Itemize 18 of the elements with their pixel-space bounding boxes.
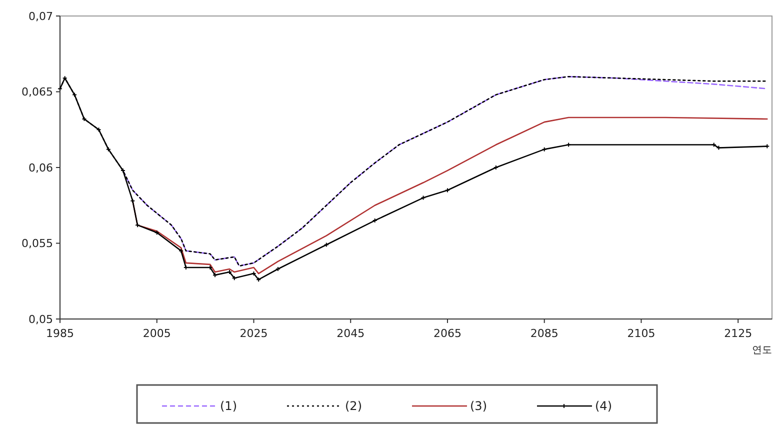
- x-tick-label: 2125: [724, 327, 752, 340]
- x-tick-label: 2005: [142, 327, 171, 340]
- x-tick-label: 1985: [46, 327, 74, 340]
- legend-label: (2): [345, 399, 362, 414]
- x-tick-label: 2045: [336, 327, 365, 340]
- y-tick-label: 0,07: [28, 10, 53, 23]
- x-tick-label: 2085: [530, 327, 558, 340]
- x-tick-label: 2025: [240, 327, 268, 340]
- y-tick-label: 0,055: [22, 237, 53, 250]
- y-tick-label: 0,06: [28, 161, 53, 174]
- x-tick-label: 2065: [433, 327, 462, 340]
- y-tick-label: 0,05: [28, 312, 53, 326]
- legend-label: (1): [220, 399, 237, 414]
- x-axis-title: 연도: [752, 345, 772, 356]
- legend-label: (4): [595, 399, 612, 414]
- y-tick-label: 0,065: [22, 86, 53, 99]
- legend-label: (3): [470, 399, 487, 414]
- x-tick-label: 2105: [627, 327, 656, 340]
